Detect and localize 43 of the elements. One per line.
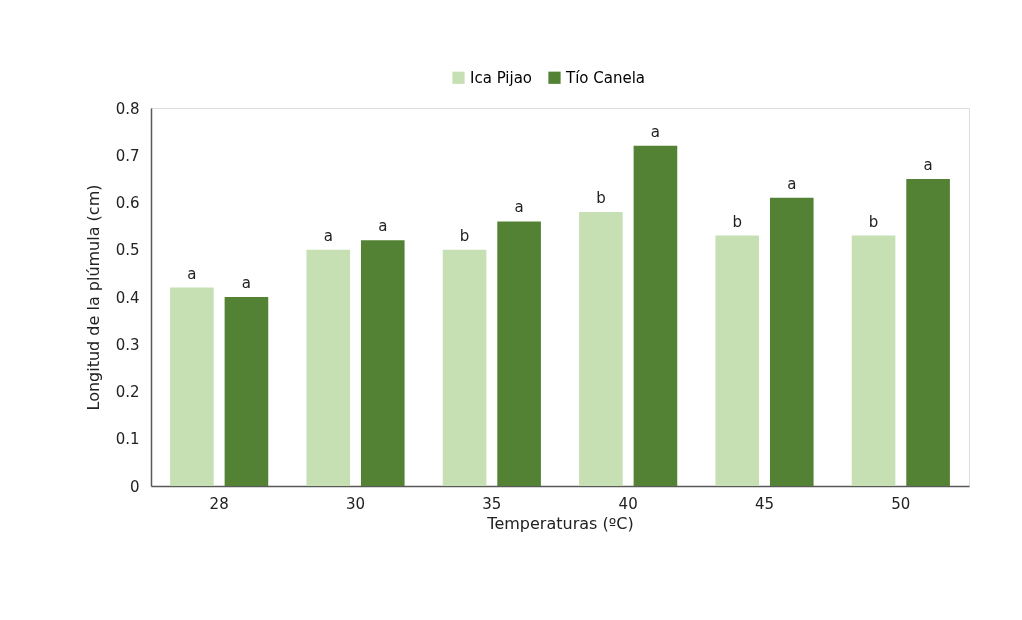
y-tick-label: 0.4 [115, 288, 140, 307]
bar [306, 249, 351, 486]
y-tick-label: 0.5 [115, 241, 140, 260]
data-label: b [459, 226, 470, 245]
legend-label: Tío Canela [565, 68, 646, 87]
data-label: a [241, 274, 252, 292]
y-tick-label: 0.6 [115, 194, 140, 212]
y-axis-title: Longitud de la plúmula (cm) [83, 184, 103, 411]
bar [170, 287, 214, 486]
x-tick-label: 40 [618, 494, 638, 513]
bar [715, 235, 760, 486]
data-label: a [514, 198, 524, 217]
y-tick-label: 0.7 [115, 146, 140, 165]
data-label: b [596, 188, 606, 207]
data-label: a [378, 217, 388, 236]
bar [906, 178, 950, 486]
bar [633, 145, 678, 486]
legend-label: Ica Pijao [470, 68, 533, 87]
bar [360, 240, 405, 486]
data-label: a [187, 264, 197, 283]
x-tick-label: 35 [482, 494, 502, 513]
x-tick-label: 28 [209, 494, 229, 513]
data-label: a [787, 174, 797, 193]
x-axis-title: Temperaturas (ºC) [486, 513, 634, 533]
data-label: a [923, 155, 933, 174]
bar [579, 211, 623, 486]
bar [442, 249, 487, 486]
data-label: a [323, 226, 333, 245]
x-tick-label: 30 [345, 494, 366, 513]
data-label: a [650, 122, 661, 141]
x-tick-label: 45 [754, 494, 775, 513]
y-tick-label: 0 [129, 477, 140, 496]
data-label: b [868, 212, 879, 231]
y-tick-label: 0.1 [115, 430, 140, 449]
bar [224, 297, 269, 486]
y-tick-label: 0.3 [115, 335, 140, 354]
y-tick-label: 0.8 [115, 99, 140, 118]
bar [769, 197, 814, 486]
y-tick-label: 0.2 [115, 383, 140, 401]
data-label: b [732, 212, 742, 231]
bar [851, 235, 896, 486]
x-tick-label: 50 [891, 494, 911, 513]
bar [497, 221, 541, 486]
